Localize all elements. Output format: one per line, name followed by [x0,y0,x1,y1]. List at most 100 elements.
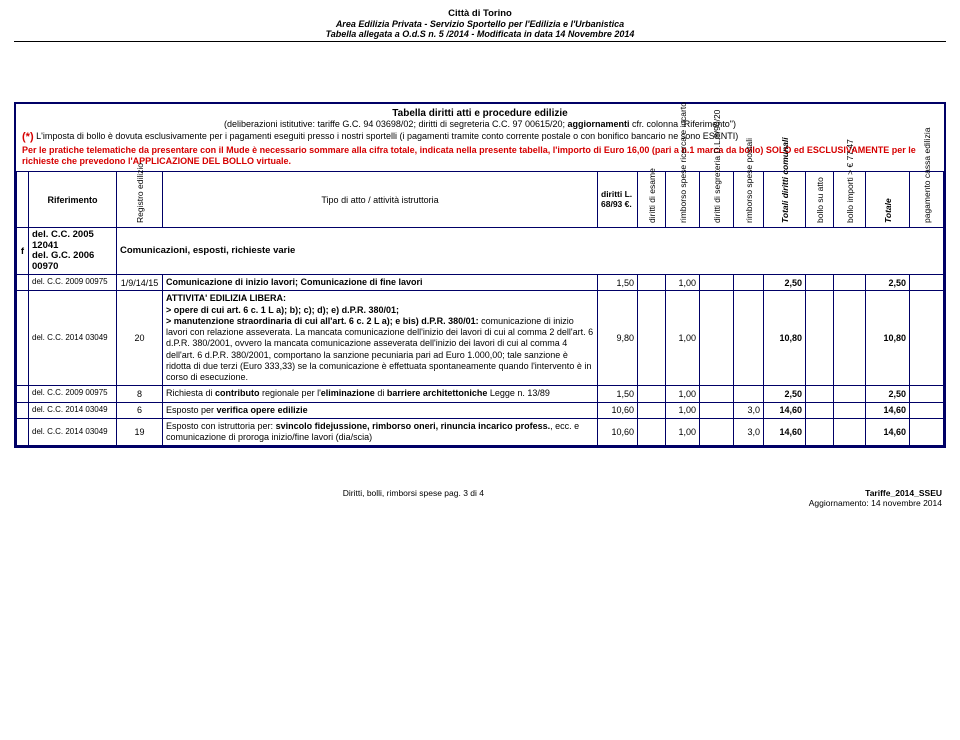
cell-diritti_l: 9,80 [598,291,638,386]
cell-totale: 14,60 [866,402,910,418]
cell-rimborso_ricerca: 1,00 [666,291,700,386]
cell-bollo_importi [834,418,866,446]
cell-diritti_esame [638,386,666,402]
col-registro: Registro edilizio [117,172,163,228]
header-line3: Tabella allegata a O.d.S n. 5 /2014 - Mo… [14,29,946,39]
section-title: Comunicazioni, esposti, richieste varie [117,228,944,275]
col-rimborso-ricerca: rimborso spese ricerca e incarto [666,172,700,228]
col-diritti-segreteria: diritti di segreteria D.L.8/90/20 [700,172,734,228]
cell-rimborso_postali [734,275,764,291]
col-diritti-esame: diritti di esame [638,172,666,228]
page-footer: Diritti, bolli, rimborsi spese pag. 3 di… [14,488,946,508]
cell-registro: 1/9/14/15 [117,275,163,291]
cell-diritti_esame [638,275,666,291]
header-line2: Area Edilizia Privata - Servizio Sportel… [14,19,946,29]
cell-bollo_importi [834,386,866,402]
cell-totali_diritti: 14,60 [764,418,806,446]
cell-diritti_esame [638,402,666,418]
cell-bollo_atto [806,291,834,386]
cell-totale: 2,50 [866,386,910,402]
cell-desc: Esposto con istruttoria per: svincolo fi… [163,418,598,446]
col-bollo-atto: bollo su atto [806,172,834,228]
document-header: Città di Torino Area Edilizia Privata - … [14,8,946,42]
table-row: del. C.C. 2014 0304920ATTIVITA' EDILIZIA… [17,291,944,386]
cell-diritti_esame [638,418,666,446]
cell-pag_cassa [910,402,944,418]
table-subtitle: (deliberazioni istitutive: tariffe G.C. … [16,119,944,129]
cell-registro: 6 [117,402,163,418]
cell-rimborso_ricerca: 1,00 [666,402,700,418]
cell-f [17,386,29,402]
cell-desc: Richiesta di contributo regionale per l'… [163,386,598,402]
cell-rimborso_postali [734,291,764,386]
title-block: Tabella diritti atti e procedure edilizi… [16,104,944,129]
cell-ref: del. C.C. 2014 03049 [29,291,117,386]
cell-diritti_l: 1,50 [598,275,638,291]
header-line1: Città di Torino [14,8,946,19]
cell-ref: del. C.C. 2009 00975 [29,386,117,402]
cell-rimborso_ricerca: 1,00 [666,386,700,402]
table-row: del. C.C. 2014 030496Esposto per verific… [17,402,944,418]
cell-desc: ATTIVITA' EDILIZIA LIBERA:> opere di cui… [163,291,598,386]
cell-rimborso_postali [734,386,764,402]
col-rimborso-postali: rimborso spese postali [734,172,764,228]
table-title: Tabella diritti atti e procedure edilizi… [16,108,944,119]
cell-bollo_importi [834,291,866,386]
cell-bollo_atto [806,402,834,418]
cell-totali_diritti: 10,80 [764,291,806,386]
cell-ref: del. C.C. 2009 00975 [29,275,117,291]
cell-rimborso_postali: 3,0 [734,402,764,418]
cell-diritti_l: 10,60 [598,402,638,418]
cell-totali_diritti: 2,50 [764,386,806,402]
cell-rimborso_ricerca: 1,00 [666,418,700,446]
col-diritti-l: diritti L. 68/93 €. [598,172,638,228]
cell-f [17,418,29,446]
cell-f [17,291,29,386]
section-ref: del. C.C. 2005 12041 del. G.C. 2006 0097… [29,228,117,275]
cell-registro: 8 [117,386,163,402]
cell-bollo_atto [806,275,834,291]
table-row: del. C.C. 2009 009751/9/14/15Comunicazio… [17,275,944,291]
col-f [17,172,29,228]
col-bollo-importi: bollo importi > € 77,47 [834,172,866,228]
cell-f [17,402,29,418]
cell-pag_cassa [910,275,944,291]
note-text: L'imposta di bollo è dovuta esclusivamen… [36,131,738,141]
cell-totale: 14,60 [866,418,910,446]
cell-bollo_importi [834,402,866,418]
col-totale: Totale [866,172,910,228]
cell-totale: 2,50 [866,275,910,291]
cell-diritti_seg [700,418,734,446]
header-divider [14,41,946,42]
cell-diritti_seg [700,291,734,386]
cell-bollo_atto [806,386,834,402]
cell-bollo_importi [834,275,866,291]
section-row: f del. C.C. 2005 12041 del. G.C. 2006 00… [17,228,944,275]
cell-totali_diritti: 2,50 [764,275,806,291]
cell-diritti_esame [638,291,666,386]
cell-ref: del. C.C. 2014 03049 [29,418,117,446]
section-f: f [17,228,29,275]
footer-right: Tariffe_2014_SSEU Aggiornamento: 14 nove… [809,488,942,508]
asterisk: (*) [22,131,34,143]
cell-rimborso_postali: 3,0 [734,418,764,446]
cell-diritti_seg [700,402,734,418]
table-row: del. C.C. 2014 0304919Esposto con istrut… [17,418,944,446]
cell-diritti_l: 10,60 [598,418,638,446]
table-row: del. C.C. 2009 009758Richiesta di contri… [17,386,944,402]
col-totali-diritti: Totali diritti comunali [764,172,806,228]
note-block: (*) L'imposta di bollo è dovuta esclusiv… [22,131,938,167]
col-tipo: Tipo di atto / attività istruttoria [163,172,598,228]
cell-totali_diritti: 14,60 [764,402,806,418]
cell-bollo_atto [806,418,834,446]
table-header-row: Riferimento Registro edilizio Tipo di at… [17,172,944,228]
cell-totale: 10,80 [866,291,910,386]
cell-pag_cassa [910,291,944,386]
cell-f [17,275,29,291]
cell-desc: Esposto per verifica opere edilizie [163,402,598,418]
cell-diritti_seg [700,386,734,402]
col-cassa: pagamento cassa edilizia [910,172,944,228]
fees-table: Riferimento Registro edilizio Tipo di at… [16,171,944,446]
cell-pag_cassa [910,418,944,446]
main-frame: Tabella diritti atti e procedure edilizi… [14,102,946,448]
